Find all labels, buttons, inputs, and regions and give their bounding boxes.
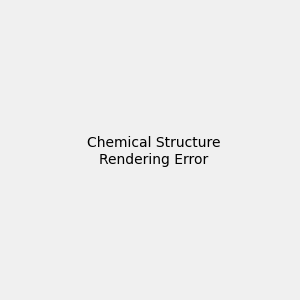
Text: Chemical Structure
Rendering Error: Chemical Structure Rendering Error xyxy=(87,136,220,166)
